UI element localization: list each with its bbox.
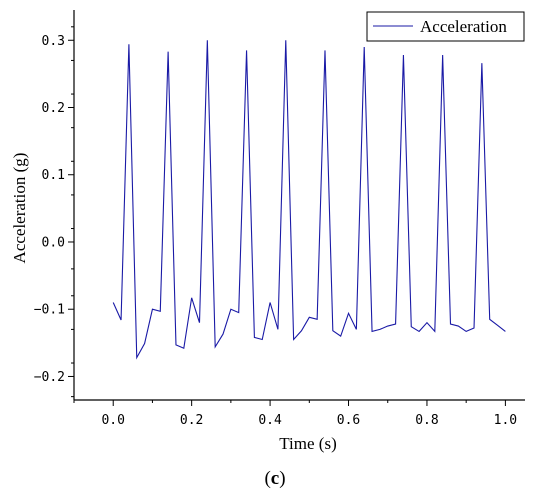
- y-tick-label: 0.0: [42, 235, 65, 250]
- x-tick-label: 0.4: [258, 413, 282, 428]
- panel-label-open: (: [264, 468, 270, 489]
- legend-label: Acceleration: [420, 17, 507, 36]
- x-tick-label: 0.6: [337, 413, 360, 428]
- panel-label-letter: c: [271, 468, 279, 489]
- x-tick-label: 1.0: [494, 413, 517, 428]
- series-group: [112, 40, 506, 360]
- panel-label: (c): [264, 468, 285, 489]
- series-line-acceleration: [112, 40, 506, 360]
- y-tick-label: −0.1: [34, 303, 65, 318]
- y-tick-label: 0.1: [42, 168, 65, 183]
- legend: Acceleration: [366, 11, 525, 42]
- x-tick-label: 0.8: [415, 413, 438, 428]
- y-tick-label: 0.3: [42, 34, 65, 49]
- y-tick-label: −0.2: [34, 370, 65, 385]
- y-tick-label: 0.2: [42, 101, 65, 116]
- y-axis-title: Acceleration (g): [10, 153, 29, 264]
- y-ticks: −0.2 −0.1 0.0 0.1 0.2 0.3: [34, 26, 74, 398]
- axes: [73, 10, 525, 401]
- x-ticks: 0.0 0.2 0.4 0.6 0.8 1.0: [73, 400, 517, 428]
- x-axis-title: Time (s): [279, 434, 336, 453]
- panel-label-close: ): [279, 468, 285, 489]
- x-tick-label: 0.2: [180, 413, 203, 428]
- x-tick-label: 0.0: [101, 413, 124, 428]
